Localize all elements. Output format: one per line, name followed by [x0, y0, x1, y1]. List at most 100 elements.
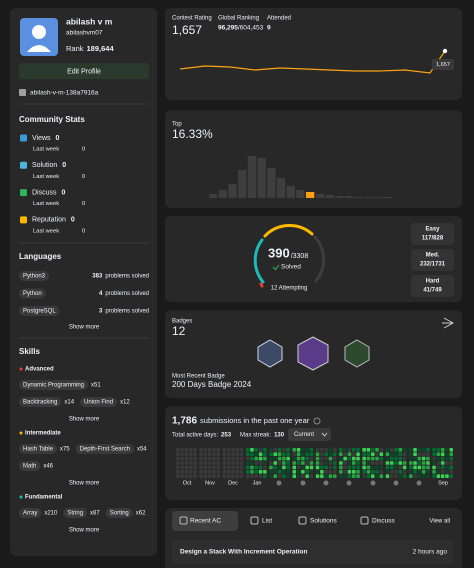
view-all[interactable]: View all [429, 519, 450, 525]
heatmap-cell [250, 465, 254, 470]
heatmap-cell [239, 461, 244, 465]
skill-count: x87 [90, 511, 100, 517]
heatmap-cell [366, 452, 371, 456]
heatmap-cell [216, 465, 220, 470]
avatar-body [27, 45, 51, 52]
heatmap-cell [199, 456, 203, 461]
heatmap-cell [212, 448, 216, 452]
stat-label: Discuss [32, 189, 57, 196]
heatmap-cell [239, 456, 244, 461]
show-more[interactable]: Show more [69, 325, 100, 331]
heatmap-cell [258, 456, 263, 461]
show-more[interactable]: Show more [69, 481, 100, 487]
heatmap-cell [203, 448, 208, 452]
heatmap-cell [305, 452, 309, 456]
tab[interactable]: List [262, 518, 272, 525]
heatmap-cell [273, 474, 277, 478]
label: Badges [172, 319, 192, 325]
heatmap-cell [379, 474, 384, 478]
recent-row[interactable] [172, 540, 454, 564]
heatmap-cell [371, 465, 375, 470]
heatmap-cell [180, 452, 184, 456]
heatmap-cell [402, 448, 407, 452]
heatmap-cell [440, 461, 445, 465]
heatmap-cell [222, 465, 227, 470]
heatmap-cell [426, 448, 430, 452]
heatmap-cell [184, 461, 189, 465]
heatmap-cell [445, 448, 449, 452]
heatmap-cell [417, 474, 422, 478]
heatmap-cell [352, 474, 356, 478]
heatmap-cell [398, 461, 403, 465]
month-label: Sep [438, 480, 448, 486]
heatmap-cell [375, 474, 379, 478]
check-icon [272, 264, 280, 271]
heatmap-cell [347, 448, 352, 452]
skill-name: Math [23, 464, 36, 470]
heatmap-cell [356, 474, 360, 478]
heatmap-cell [432, 461, 436, 465]
month-label: Oct [183, 480, 192, 486]
edit-profile[interactable]: Edit Profile [67, 68, 101, 75]
label: Max streak: [240, 433, 271, 439]
heatmap-cell [309, 461, 314, 465]
skill-pill [19, 461, 41, 471]
histogram-bar [209, 194, 218, 198]
heatmap-cell [199, 470, 203, 474]
heatmap-cell [277, 452, 282, 456]
skill-dot [19, 495, 23, 499]
heatmap-cell [258, 448, 263, 452]
show-more[interactable]: Show more [69, 417, 100, 423]
heatmap-cell [277, 474, 282, 478]
edit-button[interactable] [19, 63, 149, 79]
heatmap-cell [212, 470, 216, 474]
heatmap-cell [269, 448, 273, 452]
tab[interactable]: Discuss [372, 518, 396, 525]
heatmap-cell [176, 465, 180, 470]
tab[interactable]: Recent AC [190, 518, 221, 525]
show-more[interactable]: Show more [69, 528, 100, 534]
heatmap-cell [296, 465, 301, 470]
heatmap-cell [347, 452, 352, 456]
heatmap-cell [258, 474, 263, 478]
tab-icon [179, 516, 188, 525]
heatmap-cell [254, 465, 258, 470]
heatmap-cell [445, 456, 449, 461]
heatmap-cell [239, 448, 244, 452]
heatmap-cell [394, 452, 398, 456]
heatmap-cell [449, 461, 453, 465]
heatmap-cell [421, 470, 426, 474]
skill-pill [80, 397, 118, 407]
heatmap-cell [324, 465, 328, 470]
ring-medium [263, 224, 314, 238]
active-tab[interactable] [172, 511, 238, 531]
heatmap-cell [254, 452, 258, 456]
histogram-bar [354, 197, 363, 198]
heatmap-cell [362, 452, 366, 456]
period-select[interactable] [288, 428, 331, 441]
language-unit: problems solved [105, 274, 149, 280]
heatmap-cell [250, 474, 254, 478]
heatmap-cell [263, 465, 267, 470]
heatmap-cell [347, 470, 352, 474]
heatmap-cell [398, 465, 403, 470]
heatmap-cell [356, 456, 360, 461]
heatmap-cell [235, 461, 239, 465]
badges-arrow[interactable] [442, 317, 455, 329]
tab[interactable]: Solutions [310, 518, 337, 525]
heatmap-cell [207, 456, 212, 461]
period[interactable]: Current [294, 432, 314, 438]
heatmap-cell [269, 474, 273, 478]
heatmap-cell [366, 456, 371, 461]
heatmap-cell [379, 461, 384, 465]
heatmap-cell [315, 448, 320, 452]
stat-sub-label: Last week [33, 201, 59, 207]
heatmap-cell [263, 452, 267, 456]
heatmap-cell [188, 448, 193, 452]
heatmap-cell [263, 461, 267, 465]
heatmap-cell [375, 470, 379, 474]
heatmap-cell [328, 470, 333, 474]
heatmap-cell [385, 452, 390, 456]
heatmap-cell [176, 461, 180, 465]
heatmap-cell [277, 465, 282, 470]
